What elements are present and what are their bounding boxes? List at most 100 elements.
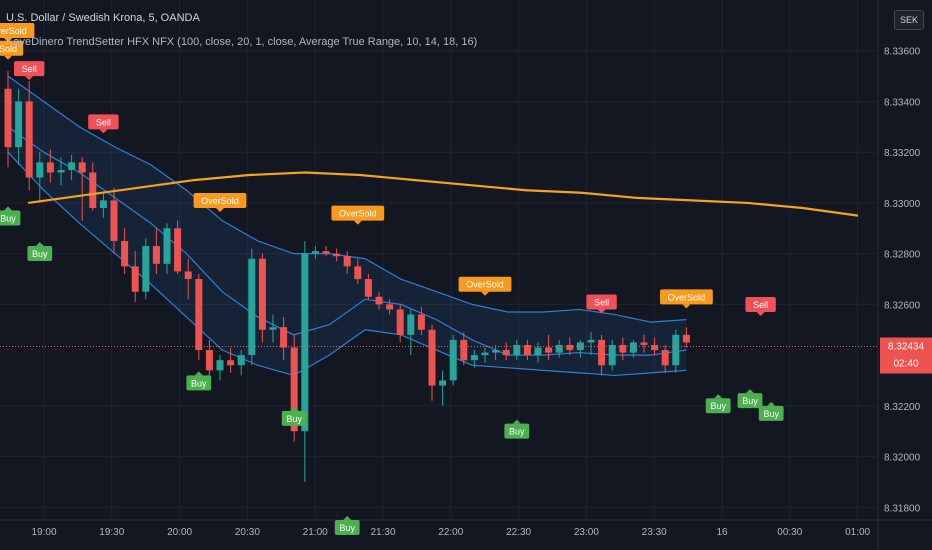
candle bbox=[566, 337, 574, 356]
candle-body bbox=[619, 344, 627, 353]
symbol-title[interactable]: U.S. Dollar / Swedish Krona, 5, OANDA bbox=[6, 12, 200, 24]
signal-text: Buy bbox=[32, 249, 48, 259]
signal-text: Buy bbox=[509, 427, 525, 437]
signal-buy[interactable]: Buy bbox=[0, 206, 21, 226]
signal-oversold[interactable]: Sold bbox=[0, 40, 24, 60]
candle-body bbox=[534, 347, 542, 356]
signal-text: Buy bbox=[191, 378, 207, 388]
candle bbox=[619, 337, 627, 361]
time-axis[interactable]: 19:00 19:30 20:00 20:30 21:00 21:30 22:00 22:30… bbox=[31, 527, 870, 538]
signal-buy[interactable]: Buy bbox=[737, 389, 763, 409]
candle-body bbox=[439, 380, 447, 386]
candle-body bbox=[502, 350, 510, 356]
signal-pointer bbox=[4, 55, 12, 60]
candle bbox=[513, 339, 521, 361]
candle-body bbox=[364, 279, 372, 297]
signal-box bbox=[0, 40, 24, 56]
y-tick-label: 8.31800 bbox=[884, 503, 921, 514]
signal-box bbox=[0, 210, 21, 226]
candle bbox=[407, 309, 415, 356]
candle-body bbox=[131, 266, 139, 292]
candle-body bbox=[608, 344, 616, 366]
signal-box bbox=[705, 398, 731, 414]
signal-pointer bbox=[512, 419, 521, 424]
signal-text: Buy bbox=[710, 401, 726, 411]
candle bbox=[481, 347, 489, 363]
signal-oversold[interactable]: OverSold bbox=[331, 205, 385, 225]
candle-body bbox=[375, 296, 383, 305]
signal-buy[interactable]: Buy bbox=[281, 406, 307, 426]
signal-sell[interactable]: Sell bbox=[586, 294, 617, 314]
signal-pointer bbox=[682, 304, 691, 309]
candle bbox=[417, 306, 425, 335]
candle-body bbox=[205, 350, 213, 371]
candle bbox=[470, 350, 478, 368]
candle-body bbox=[598, 339, 606, 366]
signal-pointer bbox=[35, 242, 44, 247]
currency-button[interactable]: SEK bbox=[894, 10, 924, 30]
signal-pointer bbox=[4, 38, 12, 43]
signal-buy[interactable]: Buy bbox=[705, 394, 731, 414]
candle bbox=[375, 291, 383, 310]
candle-body bbox=[280, 327, 288, 348]
candle bbox=[354, 258, 362, 285]
last-price-value: 8.32434 bbox=[888, 341, 925, 352]
signal-sell[interactable]: Sell bbox=[88, 114, 119, 134]
signal-box bbox=[88, 114, 119, 130]
candles bbox=[4, 71, 690, 482]
price-axis[interactable]: 8.33600 8.33400 8.33200 8.33000 8.32800 8.326… bbox=[884, 47, 921, 515]
signal-pointer bbox=[756, 312, 765, 316]
candle bbox=[36, 152, 44, 203]
candle-body bbox=[354, 266, 362, 280]
signal-text: Buy bbox=[339, 523, 355, 533]
candle-body bbox=[184, 271, 192, 280]
signal-oversold[interactable]: OverSold bbox=[0, 23, 35, 43]
candle bbox=[545, 334, 553, 361]
candle bbox=[142, 238, 150, 300]
candle-body bbox=[481, 352, 489, 356]
candle-body bbox=[4, 88, 12, 148]
candle bbox=[343, 251, 351, 274]
signal-box bbox=[745, 297, 776, 312]
candle bbox=[46, 149, 54, 183]
signal-pointer bbox=[99, 129, 108, 134]
signal-buy[interactable]: Buy bbox=[334, 516, 360, 535]
signal-oversold[interactable]: OverSold bbox=[193, 193, 247, 212]
signal-oversold[interactable]: OverSold bbox=[660, 289, 713, 309]
candle-body bbox=[566, 344, 574, 351]
candle-body bbox=[460, 339, 468, 361]
candle-body bbox=[523, 344, 531, 356]
candle bbox=[386, 299, 394, 315]
candle-body bbox=[269, 327, 277, 330]
signal-buy[interactable]: Buy bbox=[758, 401, 784, 421]
indicator-legend[interactable]: KayeDinero TrendSetter HFX NFX (100, clo… bbox=[6, 36, 478, 48]
candle-body bbox=[258, 258, 266, 330]
signal-text: Sell bbox=[594, 297, 609, 307]
candle bbox=[4, 71, 12, 168]
signal-oversold[interactable]: OverSold bbox=[458, 276, 512, 296]
candle bbox=[131, 251, 139, 302]
signal-buy[interactable]: Buy bbox=[27, 242, 53, 262]
candle-body bbox=[57, 169, 65, 173]
signal-buy[interactable]: Buy bbox=[504, 419, 530, 439]
signal-pointer bbox=[353, 220, 362, 225]
candle bbox=[248, 248, 256, 366]
x-tick-label: 22:00 bbox=[438, 527, 463, 538]
last-price-tag: 8.32434 02:40 bbox=[880, 337, 932, 374]
candle-body bbox=[237, 355, 245, 366]
candle bbox=[439, 370, 447, 406]
candle-body bbox=[25, 101, 33, 178]
signal-sell[interactable]: Sell bbox=[745, 297, 776, 316]
candle-body bbox=[407, 314, 415, 335]
candle-body bbox=[216, 360, 224, 371]
candle bbox=[163, 223, 171, 274]
candle bbox=[184, 258, 192, 300]
candle bbox=[280, 317, 288, 361]
signal-sell[interactable]: Sell bbox=[14, 61, 45, 81]
signal-buy[interactable]: Buy bbox=[186, 371, 212, 391]
x-tick-label: 19:00 bbox=[31, 527, 56, 538]
signal-box bbox=[186, 375, 212, 391]
signal-box bbox=[331, 205, 385, 221]
x-tick-label: 16 bbox=[716, 527, 728, 538]
